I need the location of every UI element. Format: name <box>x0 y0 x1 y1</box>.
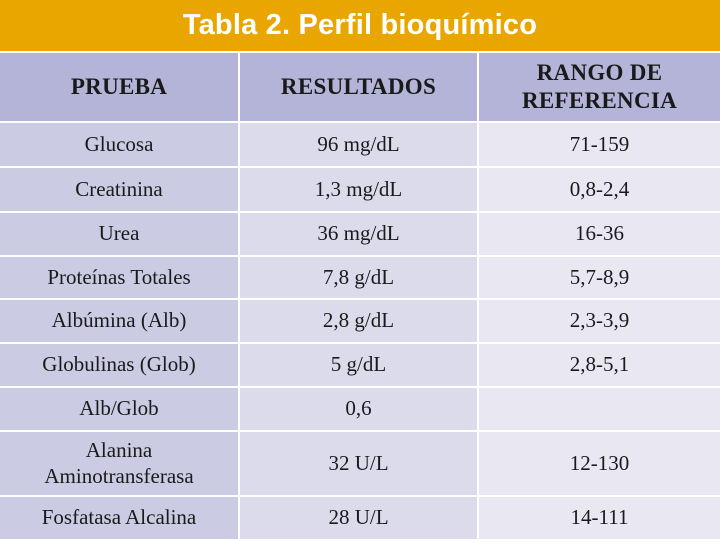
cell-range <box>478 388 720 432</box>
cell-result: 1,3 mg/dL <box>240 168 479 213</box>
cell-result: 96 mg/dL <box>240 123 479 168</box>
cell-test: Urea <box>0 213 240 257</box>
cell-test: Alanina Aminotransferasa <box>0 432 240 497</box>
header-resultados: RESULTADOS <box>240 53 479 123</box>
cell-range: 5,7-8,9 <box>478 257 720 300</box>
cell-result: 36 mg/dL <box>240 213 479 257</box>
cell-test-line1: Alanina <box>85 438 153 463</box>
cell-range: 2,8-5,1 <box>478 344 720 388</box>
header-ref-line2: REFERENCIA <box>521 88 678 113</box>
biochemical-profile-table: PRUEBA RESULTADOS RANGO DE REFERENCIA Gl… <box>0 53 720 541</box>
cell-test: Glucosa <box>0 123 240 168</box>
cell-test-line2: Aminotransferasa <box>44 463 194 488</box>
cell-range: 71-159 <box>478 123 720 168</box>
cell-result: 2,8 g/dL <box>240 300 479 344</box>
table-row: Globulinas (Glob) 5 g/dL 2,8-5,1 <box>0 344 720 388</box>
cell-test: Fosfatasa Alcalina <box>0 497 240 541</box>
cell-test: Alb/Glob <box>0 388 240 432</box>
table-row: Alb/Glob 0,6 <box>0 388 720 432</box>
table-row: Glucosa 96 mg/dL 71-159 <box>0 123 720 168</box>
table-row: Fosfatasa Alcalina 28 U/L 14-111 <box>0 497 720 541</box>
cell-test: Albúmina (Alb) <box>0 300 240 344</box>
cell-test: Globulinas (Glob) <box>0 344 240 388</box>
header-prueba: PRUEBA <box>0 53 240 123</box>
cell-range: 0,8-2,4 <box>478 168 720 213</box>
cell-range: 2,3-3,9 <box>478 300 720 344</box>
table-row: Creatinina 1,3 mg/dL 0,8-2,4 <box>0 168 720 213</box>
table-title: Tabla 2. Perfil bioquímico <box>0 0 720 51</box>
header-rango-referencia: RANGO DE REFERENCIA <box>478 53 720 123</box>
cell-result: 28 U/L <box>240 497 479 541</box>
cell-range: 12-130 <box>478 432 720 497</box>
table-row: Urea 36 mg/dL 16-36 <box>0 213 720 257</box>
header-ref-line1: RANGO DE <box>536 60 663 86</box>
cell-result: 0,6 <box>240 388 479 432</box>
table-row: Alanina Aminotransferasa 32 U/L 12-130 <box>0 432 720 497</box>
cell-result: 5 g/dL <box>240 344 479 388</box>
cell-range: 14-111 <box>478 497 720 541</box>
cell-test: Creatinina <box>0 168 240 213</box>
cell-test: Proteínas Totales <box>0 257 240 300</box>
cell-result: 32 U/L <box>240 432 479 497</box>
table-row: Albúmina (Alb) 2,8 g/dL 2,3-3,9 <box>0 300 720 344</box>
header-row: PRUEBA RESULTADOS RANGO DE REFERENCIA <box>0 53 720 123</box>
cell-range: 16-36 <box>478 213 720 257</box>
table-row: Proteínas Totales 7,8 g/dL 5,7-8,9 <box>0 257 720 300</box>
cell-result: 7,8 g/dL <box>240 257 479 300</box>
